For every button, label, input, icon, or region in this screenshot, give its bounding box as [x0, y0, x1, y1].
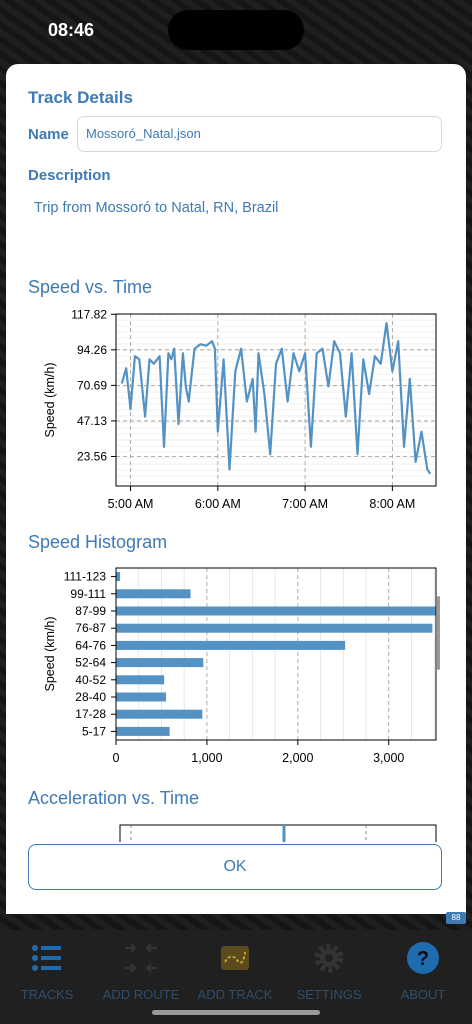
- dynamic-island: [168, 10, 304, 50]
- modal-title: Track Details: [28, 88, 133, 107]
- x-tick-label: 8:00 AM: [369, 497, 415, 511]
- description-label: Description: [28, 167, 111, 184]
- tab-add-track[interactable]: ADD TRACK: [188, 930, 282, 1010]
- speed-time-chart: 23.56 47.13 70.69 94.26 117.82 5:00 AM 6:00 AM…: [43, 307, 437, 511]
- description-text[interactable]: Trip from Mossoró to Natal, RN, Brazil: [34, 200, 279, 216]
- acceleration-chart-title: Acceleration vs. Time: [28, 788, 200, 808]
- tab-label: TRACKS: [20, 987, 74, 1002]
- tab-label: ABOUT: [400, 987, 446, 1002]
- tab-bar: TRACKS ADD ROUTE ADD TRACK SETTINGS ? AB…: [0, 930, 472, 1024]
- y-tick-label: 23.56: [77, 449, 107, 463]
- scroll-indicator: [437, 596, 440, 670]
- plot-frame: [115, 313, 437, 487]
- plot-frame: [115, 567, 437, 741]
- track-details-modal: Track Details Name Mossoró_Natal.json De…: [6, 64, 466, 914]
- ok-button[interactable]: OK: [28, 844, 442, 890]
- y-tick-label: 99-111: [70, 587, 106, 601]
- question-icon: ?: [407, 942, 439, 974]
- speed-time-chart-title: Speed vs. Time: [28, 277, 153, 297]
- y-axis-label: Speed (km/h): [43, 362, 57, 437]
- acceleration-chart: [119, 824, 437, 842]
- y-tick-label: 76-87: [75, 621, 106, 635]
- y-tick-label: 94.26: [77, 343, 107, 357]
- tab-settings[interactable]: SETTINGS: [282, 930, 376, 1010]
- y-tick-label: 17-28: [75, 707, 106, 721]
- histogram-bar: [116, 692, 166, 702]
- x-tick-label: 7:00 AM: [282, 497, 328, 511]
- y-tick-label: 52-64: [75, 656, 106, 670]
- acceleration-plot-frame: [119, 824, 437, 842]
- speed-histogram-chart: 0 1,000 2,000 3,000 111-123 99-111 87-99 76-87 6…: [43, 567, 440, 765]
- x-tick-label: 5:00 AM: [108, 497, 154, 511]
- y-tick-label: 117.82: [71, 307, 107, 321]
- x-tick-label: 6:00 AM: [195, 497, 241, 511]
- name-field[interactable]: Mossoró_Natal.json: [77, 116, 442, 152]
- map-track-icon: [221, 946, 249, 970]
- tab-add-route[interactable]: ADD ROUTE: [94, 930, 188, 1010]
- histogram-bar: [116, 589, 191, 599]
- y-tick-label: 111-123: [64, 570, 107, 584]
- home-indicator: [152, 1010, 320, 1015]
- y-tick-label: 47.13: [77, 414, 107, 428]
- route-arrows-icon: [125, 943, 157, 973]
- histogram-bar: [116, 640, 346, 650]
- tab-tracks[interactable]: TRACKS: [0, 930, 94, 1010]
- tab-about[interactable]: ? ABOUT: [376, 930, 470, 1010]
- histogram-bar: [116, 658, 204, 668]
- histogram-bar: [116, 623, 433, 633]
- x-tick-label: 3,000: [373, 751, 404, 765]
- speed-histogram-title: Speed Histogram: [28, 532, 168, 552]
- y-tick-label: 87-99: [75, 604, 106, 618]
- tab-label: ADD ROUTE: [102, 987, 180, 1002]
- map-attribution-badge: 88: [446, 912, 466, 924]
- name-label: Name: [28, 126, 69, 143]
- tab-label: SETTINGS: [296, 987, 362, 1002]
- x-tick-label: 2,000: [282, 751, 313, 765]
- status-time: 08:46: [48, 20, 95, 40]
- histogram-bar: [116, 726, 170, 736]
- histogram-bar: [116, 709, 203, 719]
- gear-icon: [314, 943, 344, 973]
- histogram-bar: [116, 572, 121, 582]
- list-icon: [32, 945, 61, 971]
- svg-text:?: ?: [417, 948, 429, 970]
- y-tick-label: 64-76: [75, 638, 106, 652]
- histogram-bar: [116, 606, 436, 616]
- y-axis-label: Speed (km/h): [43, 616, 57, 691]
- x-tick-label: 0: [113, 751, 120, 765]
- y-tick-label: 40-52: [75, 673, 106, 687]
- histogram-bar: [116, 675, 165, 685]
- y-tick-label: 70.69: [77, 378, 107, 392]
- y-tick-label: 5-17: [82, 724, 106, 738]
- tab-label: ADD TRACK: [197, 987, 273, 1002]
- y-tick-label: 28-40: [75, 690, 106, 704]
- speed-series-line: [120, 322, 432, 475]
- x-tick-label: 1,000: [191, 751, 222, 765]
